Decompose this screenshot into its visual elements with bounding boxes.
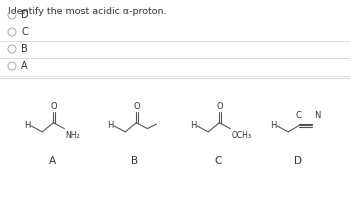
Text: A: A [48, 156, 56, 166]
Text: H: H [24, 122, 30, 130]
Text: D: D [294, 156, 302, 166]
Text: D: D [21, 10, 29, 20]
Text: Identify the most acidic α-proton.: Identify the most acidic α-proton. [8, 7, 167, 16]
Text: O: O [217, 102, 223, 111]
Text: C: C [214, 156, 222, 166]
Text: N: N [314, 111, 321, 120]
Text: O: O [51, 102, 57, 111]
Text: H: H [190, 122, 196, 130]
Text: OCH₃: OCH₃ [231, 131, 251, 140]
Text: B: B [21, 44, 28, 54]
Text: O: O [134, 102, 140, 111]
Text: H: H [270, 122, 276, 130]
Text: C: C [295, 111, 301, 120]
Text: H: H [107, 122, 113, 130]
Text: C: C [21, 27, 28, 37]
Text: NH₂: NH₂ [65, 131, 80, 140]
Text: A: A [21, 61, 28, 71]
Text: B: B [132, 156, 139, 166]
